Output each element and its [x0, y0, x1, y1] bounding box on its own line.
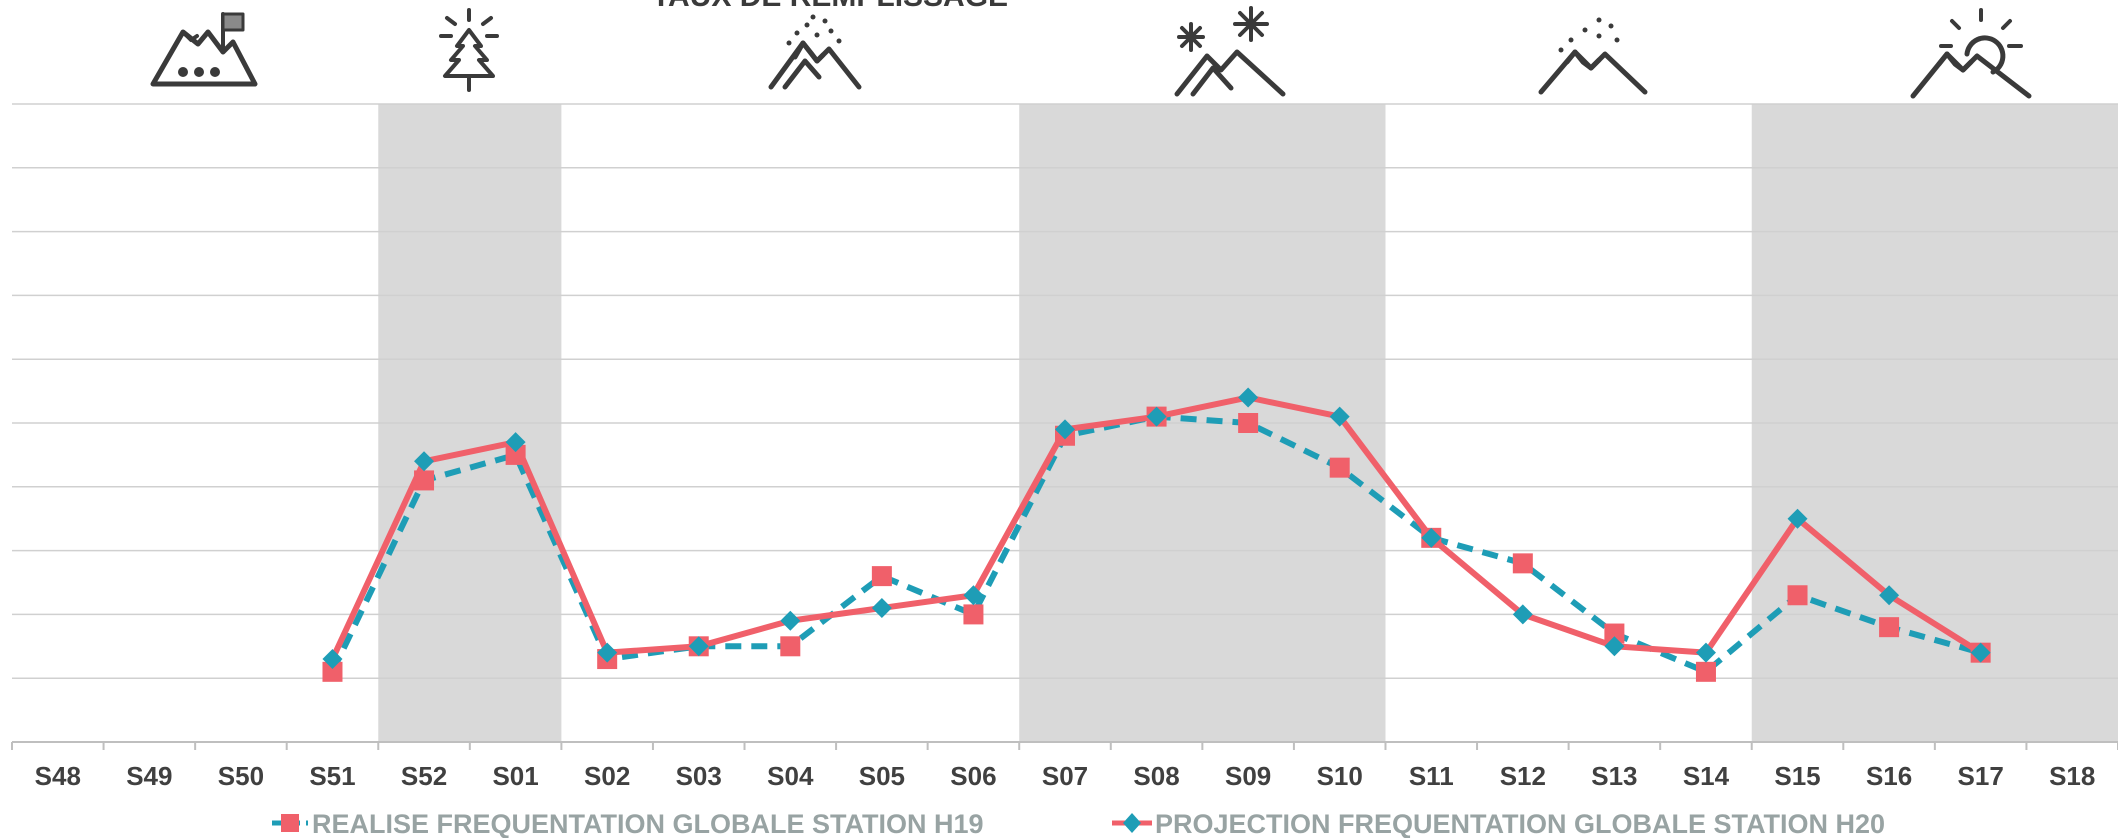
x-tick-label: S12 [1500, 761, 1546, 791]
data-point-square [1787, 585, 1808, 606]
data-point-diamond [1146, 406, 1167, 427]
x-tick-label: S48 [35, 761, 81, 791]
x-tick-label: S50 [218, 761, 264, 791]
data-point-diamond [780, 610, 801, 631]
x-tick-label: S49 [126, 761, 172, 791]
data-point-diamond [1695, 642, 1716, 663]
mountain-snowfall-icon [1538, 17, 1648, 95]
x-tick-label: S51 [309, 761, 355, 791]
data-point-square [414, 470, 435, 491]
data-point-square [1329, 457, 1350, 478]
x-tick-labels: S48 S49 S50 S51 S52 S01 S02 S03 S04 S05 S06 S07 S08 S… [35, 761, 2096, 791]
data-point-diamond [322, 649, 343, 670]
data-point-diamond [1238, 387, 1259, 408]
data-point-square [1512, 553, 1533, 574]
legend-item-projection: PROJECTION FREQUENTATION GLOBALE STATION… [1112, 809, 1885, 838]
data-point-diamond [1604, 636, 1625, 657]
mountain-snowfall-icon [768, 14, 862, 90]
x-tick-label: S03 [676, 761, 722, 791]
data-point-diamond [688, 636, 709, 657]
data-point-diamond [963, 585, 984, 606]
x-tick-label: S02 [584, 761, 630, 791]
x-tick-label: S15 [1774, 761, 1820, 791]
data-point-diamond [1512, 604, 1533, 625]
data-point-diamond [871, 598, 892, 619]
x-tick-label: S11 [1409, 761, 1454, 791]
data-point-diamond [1970, 642, 1991, 663]
x-tick-label: S07 [1042, 761, 1088, 791]
data-point-square [963, 604, 984, 625]
x-tick-label: S08 [1133, 761, 1179, 791]
series-markers [322, 387, 1991, 682]
data-point-square [1238, 413, 1259, 433]
legend: REALISE FREQUENTATION GLOBALE STATION H1… [272, 809, 1885, 838]
data-point-square [1604, 623, 1625, 644]
x-axis [11, 741, 2118, 750]
data-point-diamond [1055, 419, 1075, 440]
x-tick-label: S05 [859, 761, 905, 791]
data-point-square [1695, 661, 1716, 682]
x-tick-label: S18 [2049, 761, 2095, 791]
x-tick-label: S16 [1866, 761, 1912, 791]
fir-tree-sun-icon [439, 8, 499, 92]
legend-marker-diamond [1123, 813, 1141, 833]
legend-label-projection: PROJECTION FREQUENTATION GLOBALE STATION… [1155, 809, 1885, 838]
data-point-diamond [1787, 508, 1808, 529]
mountain-snowflakes-icon [1174, 6, 1286, 97]
x-tick-label: S04 [767, 761, 814, 791]
x-tick-label: S13 [1591, 761, 1637, 791]
chart-title: TAUX DE REMPLISSAGE [652, 0, 1008, 13]
data-point-diamond [597, 642, 618, 663]
legend-item-realise: REALISE FREQUENTATION GLOBALE STATION H1… [272, 809, 984, 838]
data-point-diamond [1879, 585, 1900, 606]
data-point-diamond [505, 432, 526, 453]
data-point-square [322, 661, 343, 682]
legend-marker-square [281, 814, 299, 832]
x-tick-label: S17 [1958, 761, 2004, 791]
data-point-diamond [1329, 406, 1350, 427]
mountain-flag-icon [150, 12, 258, 87]
mountain-sun-icon [1910, 8, 2032, 99]
legend-label-realise: REALISE FREQUENTATION GLOBALE STATION H1… [312, 809, 984, 838]
x-tick-label: S14 [1683, 761, 1730, 791]
data-point-diamond [414, 451, 435, 472]
data-point-diamond [1421, 527, 1442, 548]
x-tick-label: S10 [1317, 761, 1363, 791]
x-tick-label: S06 [950, 761, 996, 791]
data-point-square [780, 636, 801, 657]
data-point-square [1879, 617, 1900, 638]
x-tick-label: S52 [401, 761, 447, 791]
data-point-square [505, 444, 526, 465]
x-tick-label: S01 [492, 761, 538, 791]
data-point-square [871, 566, 892, 587]
x-tick-label: S09 [1225, 761, 1271, 791]
